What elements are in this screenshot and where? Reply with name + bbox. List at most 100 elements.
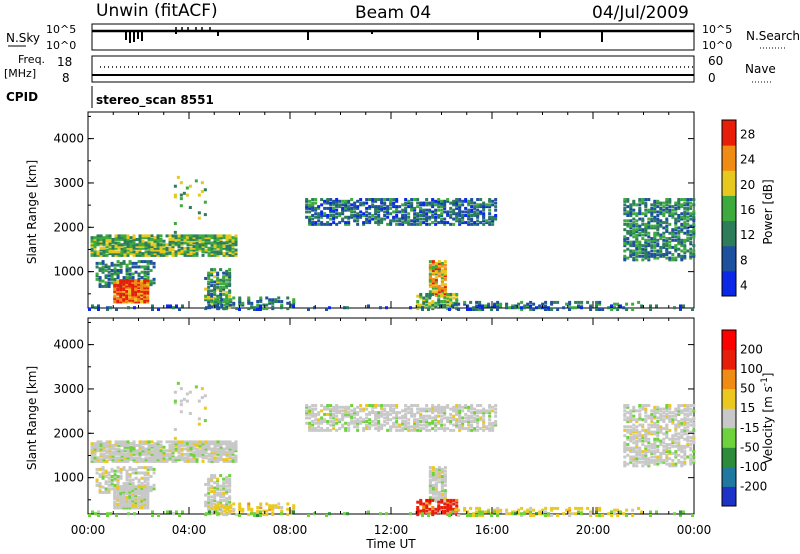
velocity-cell xyxy=(440,500,444,504)
power-cell xyxy=(229,300,233,304)
power-cell xyxy=(449,215,453,219)
velocity-cell xyxy=(665,435,669,439)
velocity-cell xyxy=(644,462,648,466)
power-cell xyxy=(210,236,214,240)
velocity-cell xyxy=(455,409,459,413)
power-cell xyxy=(222,236,226,240)
power-cell xyxy=(629,231,633,235)
velocity-cell xyxy=(329,414,333,418)
power-cell xyxy=(101,265,105,269)
velocity-cell xyxy=(683,437,687,441)
velocity-cell xyxy=(144,451,148,455)
velocity-cell xyxy=(134,502,138,506)
velocity-cell xyxy=(341,409,345,413)
power-cell xyxy=(171,241,175,245)
velocity-cell xyxy=(198,454,202,458)
velocity-cell xyxy=(216,477,220,481)
velocity-cell xyxy=(99,440,103,444)
power-cell xyxy=(320,212,324,216)
velocity-cell xyxy=(668,416,672,420)
velocity-cell xyxy=(105,443,109,447)
power-cell xyxy=(259,296,263,300)
velocity-cell xyxy=(353,421,357,425)
velocity-cell xyxy=(231,452,235,456)
colorbar-swatch xyxy=(722,245,736,272)
velocity-cell xyxy=(632,405,636,409)
velocity-cell xyxy=(247,506,251,510)
velocity-cell xyxy=(580,506,584,510)
power-cell xyxy=(371,198,375,202)
velocity-cell xyxy=(99,445,103,449)
power-cell xyxy=(638,245,642,249)
velocity-cell xyxy=(680,423,684,427)
velocity-cell xyxy=(156,458,160,462)
power-cell xyxy=(665,256,669,260)
power-cell xyxy=(671,253,675,257)
power-cell xyxy=(94,306,97,310)
velocity-cell xyxy=(644,453,648,457)
power-cell xyxy=(171,245,175,249)
power-cell xyxy=(626,229,630,233)
power-cell xyxy=(228,237,232,241)
power-cell xyxy=(131,296,135,300)
velocity-cell xyxy=(311,427,315,431)
power-cell xyxy=(458,208,462,212)
velocity-cell xyxy=(455,411,459,415)
velocity-cell xyxy=(458,423,462,427)
power-cell xyxy=(416,198,420,202)
velocity-cell xyxy=(116,476,120,480)
velocity-cell xyxy=(341,423,345,427)
velocity-cell xyxy=(635,425,639,429)
power-cell xyxy=(437,261,441,265)
velocity-cell xyxy=(659,416,663,420)
power-cell xyxy=(448,308,451,311)
power-cell xyxy=(467,212,471,216)
nsearch-tick-high: 10^5 xyxy=(702,23,732,36)
power-cell xyxy=(219,250,223,254)
velocity-cell xyxy=(138,449,142,453)
power-cell xyxy=(122,286,126,290)
power-cell xyxy=(416,222,420,226)
velocity-cell xyxy=(219,506,223,510)
power-cell xyxy=(371,217,375,221)
velocity-cell xyxy=(671,464,675,468)
power-cell xyxy=(195,237,199,241)
power-cell xyxy=(476,219,480,223)
power-cell xyxy=(109,306,112,310)
velocity-cell xyxy=(647,428,651,432)
power-cell xyxy=(683,203,687,207)
power-cell xyxy=(431,198,435,202)
power-cell xyxy=(659,253,663,257)
velocity-cell xyxy=(668,418,672,422)
power-cell xyxy=(410,222,414,226)
power-cell xyxy=(641,229,645,233)
power-cell xyxy=(689,240,693,244)
velocity-cell xyxy=(425,418,429,422)
power-cell xyxy=(189,241,193,245)
power-cell xyxy=(201,253,205,257)
power-cell xyxy=(183,237,187,241)
velocity-cell xyxy=(635,451,639,455)
power-cell xyxy=(141,252,145,256)
velocity-cell xyxy=(683,444,687,448)
power-cell xyxy=(395,199,399,203)
velocity-cell xyxy=(422,419,426,423)
velocity-cell xyxy=(228,445,232,449)
velocity-cell xyxy=(171,459,175,463)
power-cell xyxy=(677,201,681,205)
power-cell xyxy=(105,248,109,252)
power-cell xyxy=(455,292,459,296)
velocity-cell xyxy=(140,497,144,501)
power-cell xyxy=(610,308,614,311)
velocity-cell xyxy=(653,451,657,455)
power-cell xyxy=(404,206,408,210)
power-cell xyxy=(132,234,136,238)
velocity-cell xyxy=(407,407,411,411)
velocity-cell xyxy=(138,452,142,456)
velocity-cell xyxy=(371,409,375,413)
power-cell xyxy=(146,270,150,274)
power-cell xyxy=(143,300,147,304)
velocity-cell xyxy=(188,390,192,394)
velocity-cell xyxy=(638,423,642,427)
